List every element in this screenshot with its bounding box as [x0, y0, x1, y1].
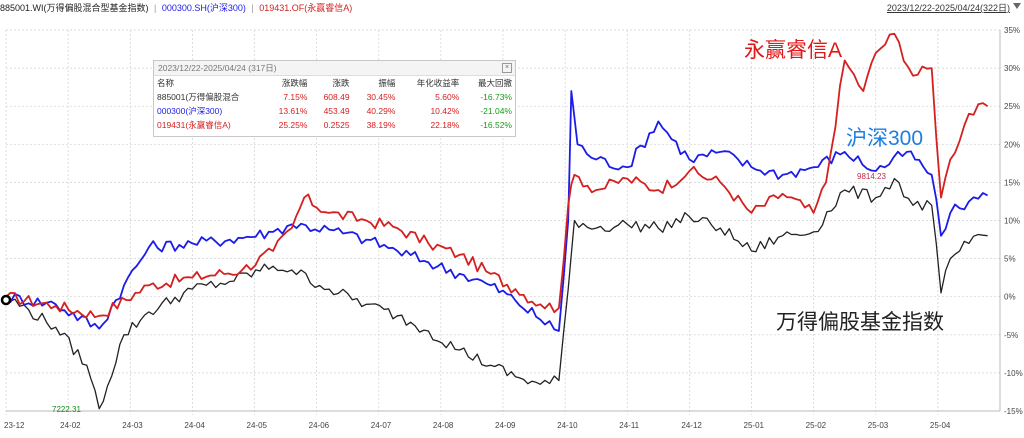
stats-header-row: 名称 涨跌幅 涨跌 振幅 年化收益率 最大回撤 [154, 76, 515, 90]
x-tick-label: 24-05 [247, 421, 268, 430]
x-axis: 23-12 24-02 24-03 24-04 24-05 24-06 24-07 24-08… [4, 410, 1000, 430]
x-tick-label: 25-04 [930, 421, 951, 430]
y-axis: 35% 30% 25% 20% 15% 10% 5% 0% -5% -10% -15% [999, 26, 1023, 416]
y-tick-label: 20% [1004, 140, 1020, 149]
x-tick-label: 25-03 [868, 421, 889, 430]
x-tick-label: 24-11 [619, 421, 639, 430]
y-tick-label: -10% [1004, 369, 1023, 378]
stats-row[interactable]: 019431(永赢睿信A) 25.25% 0.2525 38.19% 22.18% -16… [154, 118, 515, 132]
stats-header-cell: 最大回撤 [477, 78, 512, 88]
series-line [5, 177, 988, 410]
stats-cell: 453.49 [323, 106, 350, 116]
close-icon[interactable]: × [502, 63, 512, 73]
min-value-label: 7222.31 [52, 405, 81, 414]
y-tick-label: 25% [1004, 102, 1020, 111]
stats-cell: 019431(永赢睿信A) [157, 120, 231, 130]
stats-cell: 10.42% [430, 106, 460, 116]
series-line [5, 32, 989, 319]
x-tick-label: 24-06 [309, 421, 330, 430]
stats-cell: 885001(万得偏股混合 [157, 92, 240, 102]
period-stats-panel: 2023/12/22-2025/04/24 (317日) × 名称 涨跌幅 涨跌 振幅… [153, 60, 516, 137]
legend-item-fund[interactable]: 019431.OF(永赢睿信A) [259, 3, 353, 13]
stats-cell: 38.19% [366, 120, 396, 130]
stats-header-cell: 振幅 [378, 78, 396, 88]
x-tick-label: 24-08 [433, 421, 454, 430]
stats-cell: -21.04% [480, 106, 512, 116]
y-tick-label: 10% [1004, 217, 1020, 226]
legend-separator: | [151, 3, 159, 13]
x-tick-label: 24-12 [681, 421, 702, 430]
dropdown-arrow-icon[interactable] [1013, 3, 1021, 9]
stats-panel-title-text: 2023/12/22-2025/04/24 (317日) [158, 63, 277, 73]
date-range-selector[interactable]: 2023/12/22-2025/04/24(322日) [886, 3, 1010, 13]
y-tick-label: 30% [1004, 64, 1020, 73]
stats-cell: 40.29% [366, 106, 396, 116]
max-value-label: 9814.23 [857, 172, 886, 181]
stats-cell: 0.2525 [323, 120, 350, 130]
index-annotation: 万得偏股基金指数 [776, 311, 944, 334]
x-tick-label: 25-02 [806, 421, 827, 430]
y-tick-label: 0% [1004, 293, 1016, 302]
chart-start-marker [0, 294, 12, 306]
stats-cell: 22.18% [430, 120, 460, 130]
stats-cell: 608.49 [323, 92, 350, 102]
x-tick-label: 24-04 [184, 421, 205, 430]
x-tick-label: 24-10 [557, 421, 578, 430]
fund-name-annotation: 永赢睿信A [744, 39, 843, 62]
x-tick-label: 24-09 [495, 421, 516, 430]
stats-cell: -16.73% [480, 92, 512, 102]
y-tick-label: 5% [1004, 255, 1016, 264]
stats-table: 名称 涨跌幅 涨跌 振幅 年化收益率 最大回撤 885001(万得偏股混合 7.15% 608… [154, 76, 515, 132]
stats-row[interactable]: 000300(沪深300) 13.61% 453.49 40.29% 10.42% -21… [154, 104, 515, 118]
x-tick-label: 23-12 [4, 421, 25, 430]
stats-cell: 000300(沪深300) [157, 106, 223, 116]
legend-item-index[interactable]: 885001.WI(万得偏股混合型基金指数) [0, 3, 149, 13]
x-tick-label: 24-07 [371, 421, 392, 430]
stats-cell: 5.60% [435, 92, 460, 102]
stats-header-cell: 年化收益率 [416, 78, 460, 88]
x-tick-label: 24-02 [60, 421, 81, 430]
stats-header-cell: 涨跌幅 [281, 78, 308, 88]
series-lines [5, 32, 989, 410]
y-tick-label: 15% [1004, 178, 1020, 187]
legend-item-csi300[interactable]: 000300.SH(沪深300) [161, 3, 246, 13]
stats-cell: 7.15% [283, 92, 308, 102]
y-tick-label: -15% [1004, 407, 1023, 416]
legend-separator: | [248, 3, 257, 13]
stats-cell: 13.61% [278, 106, 308, 116]
stats-cell: 25.25% [278, 120, 308, 130]
y-tick-label: -5% [1004, 331, 1018, 340]
stats-cell: 30.45% [366, 92, 396, 102]
x-tick-label: 24-03 [122, 421, 143, 430]
stats-header-cell: 名称 [157, 78, 175, 88]
chart-legend-bar: 885001.WI(万得偏股混合型基金指数) | 000300.SH(沪深300… [0, 0, 1024, 16]
stats-panel-title: 2023/12/22-2025/04/24 (317日) × [154, 61, 515, 76]
csi300-annotation: 沪深300 [846, 127, 924, 150]
stats-row[interactable]: 885001(万得偏股混合 7.15% 608.49 30.45% 5.60% -16.7… [154, 90, 515, 104]
stats-header-cell: 涨跌 [332, 78, 350, 88]
series-line [5, 90, 989, 332]
stats-cell: -16.52% [480, 120, 512, 130]
x-tick-label: 25-01 [744, 421, 765, 430]
y-tick-label: 35% [1004, 26, 1020, 35]
